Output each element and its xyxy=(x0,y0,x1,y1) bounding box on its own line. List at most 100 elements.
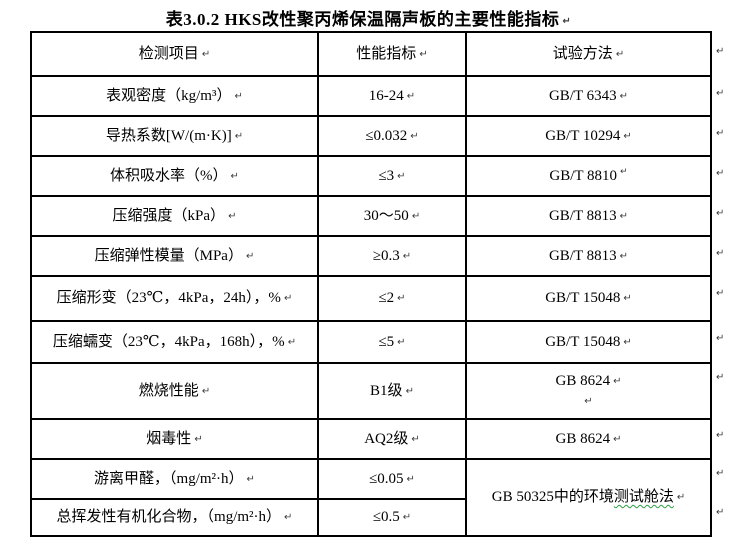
method-text-spellcheck: 测试舱法 xyxy=(613,489,674,506)
paragraph-mark: ↵ xyxy=(397,336,406,348)
table-title: 表3.0.2 HKS改性聚丙烯保温隔声板的主要性能指标 ↵ xyxy=(0,5,737,30)
value-cell: ≥0.3 ↵ xyxy=(317,235,467,277)
table-row: 燃烧性能 ↵ B1级 ↵ GB 8624 ↵ ↵ xyxy=(30,362,712,420)
paragraph-mark: ↵ xyxy=(411,433,420,445)
value-text: ≤0.5 xyxy=(372,509,400,526)
paragraph-mark: ↵ xyxy=(245,250,255,262)
header-method-label: 试验方法 xyxy=(552,45,613,62)
row-end-mark: ↵ xyxy=(716,333,725,344)
item-text: 导热系数[W/(m·K)] xyxy=(105,127,232,144)
paragraph-mark: ↵ xyxy=(562,16,572,27)
method-text: GB 8624 xyxy=(555,373,611,390)
method-cell: GB/T 6343 ↵ xyxy=(465,75,712,117)
row-end-mark: ↵ xyxy=(716,372,725,383)
row-end-mark: ↵ xyxy=(716,468,725,479)
table-row: 导热系数[W/(m·K)] ↵ ≤0.032 ↵ GB/T 10294 ↵ xyxy=(30,115,712,157)
paragraph-mark: ↵ xyxy=(619,90,629,102)
item-cell: 导热系数[W/(m·K)] ↵ xyxy=(30,115,319,157)
paragraph-mark: ↵ xyxy=(676,492,686,504)
table-row: 体积吸水率（%） ↵ ≤3 ↵ GB/T 8810 ↵ xyxy=(30,155,712,197)
value-cell: ≤2 ↵ xyxy=(317,275,467,322)
item-cell: 压缩弹性模量（MPa） ↵ xyxy=(30,235,319,277)
item-text: 压缩蠕变（23℃，4kPa，168h），% xyxy=(52,333,285,350)
value-cell: B1级 ↵ xyxy=(317,362,467,420)
row-end-mark: ↵ xyxy=(716,46,725,57)
paragraph-mark: ↵ xyxy=(228,210,237,222)
value-text: AQ2级 xyxy=(364,430,409,447)
paragraph-mark: ↵ xyxy=(620,166,628,177)
table-row: 压缩蠕变（23℃，4kPa，168h），% ↵ ≤5 ↵ GB/T 15048 ↵ xyxy=(30,320,712,364)
method-cell: GB 8624 ↵ xyxy=(465,418,712,460)
row-end-mark: ↵ xyxy=(716,88,725,99)
method-text: GB 50325中的环境 xyxy=(491,489,614,506)
paragraph-mark: ↵ xyxy=(234,90,243,102)
item-text: 压缩形变（23℃，4kPa，24h），% xyxy=(56,290,281,307)
paragraph-mark: ↵ xyxy=(397,170,406,182)
performance-table: 检测项目 ↵ 性能指标 ↵ 试验方法 ↵ 表观密度（kg/m³） ↵ 16-24 ↵ GB… xyxy=(30,31,712,537)
value-cell: ≤0.5 ↵ xyxy=(317,498,467,537)
method-cell-merged: GB 50325中的环境测试舱法 ↵ xyxy=(465,458,712,537)
value-cell: ≤5 ↵ xyxy=(317,320,467,364)
paragraph-mark: ↵ xyxy=(201,385,211,397)
paragraph-mark: ↵ xyxy=(284,512,293,524)
method-cell: GB/T 10294 ↵ xyxy=(465,115,712,157)
method-cell: GB/T 8813 ↵ xyxy=(465,195,712,237)
paragraph-mark: ↵ xyxy=(411,210,421,222)
paragraph-mark: ↵ xyxy=(402,250,412,262)
method-cell: GB 8624 ↵ ↵ xyxy=(465,362,712,420)
item-cell: 压缩形变（23℃，4kPa，24h），% ↵ xyxy=(30,275,319,322)
method-text: GB/T 8810 xyxy=(549,167,618,184)
item-cell: 表观密度（kg/m³） ↵ xyxy=(30,75,319,117)
paragraph-mark: ↵ xyxy=(234,130,244,142)
value-cell: 30～50 ↵ xyxy=(317,195,467,237)
table-row: 游离甲醛，（mg/m²·h） ↵ ≤0.05 ↵ GB 50325中的环境测试舱法 ↵ xyxy=(30,458,712,537)
method-cell: GB/T 8810 ↵ xyxy=(465,155,712,197)
value-cell: AQ2级 ↵ xyxy=(317,418,467,460)
value-cell: ≤0.05 ↵ xyxy=(317,458,467,500)
table-row: 压缩强度（kPa） ↵ 30～50 ↵ GB/T 8813 ↵ xyxy=(30,195,712,237)
item-cell: 压缩强度（kPa） ↵ xyxy=(30,195,319,237)
value-text: 30～50 xyxy=(363,207,409,224)
paragraph-mark: ↵ xyxy=(613,376,622,388)
row-end-mark: ↵ xyxy=(716,288,725,299)
item-cell: 总挥发性有机化合物，（mg/m²·h） ↵ xyxy=(30,498,319,537)
row-end-mark: ↵ xyxy=(716,430,725,441)
value-text: ≥0.3 xyxy=(372,247,400,264)
header-value-cell: 性能指标 ↵ xyxy=(317,31,467,77)
header-item-cell: 检测项目 ↵ xyxy=(30,31,319,77)
paragraph-mark: ↵ xyxy=(623,336,632,348)
method-cell: GB/T 15048 ↵ xyxy=(465,320,712,364)
paragraph-mark: ↵ xyxy=(405,385,414,397)
value-text: ≤0.032 xyxy=(365,127,408,144)
paragraph-mark: ↵ xyxy=(397,293,406,305)
paragraph-mark: ↵ xyxy=(194,433,203,445)
method-cell: GB/T 15048 ↵ xyxy=(465,275,712,322)
value-text: 16-24 xyxy=(368,87,404,104)
paragraph-mark: ↵ xyxy=(230,170,239,182)
paragraph-mark: ↵ xyxy=(406,473,415,485)
item-cell: 体积吸水率（%） ↵ xyxy=(30,155,319,197)
table-row: 压缩形变（23℃，4kPa，24h），% ↵ ≤2 ↵ GB/T 15048 ↵ xyxy=(30,275,712,322)
value-cell: 16-24 ↵ xyxy=(317,75,467,117)
value-text: B1级 xyxy=(370,382,403,399)
paragraph-mark: ↵ xyxy=(201,48,211,60)
value-text: ≤3 xyxy=(378,167,395,184)
item-cell: 燃烧性能 ↵ xyxy=(30,362,319,420)
table-row: 表观密度（kg/m³） ↵ 16-24 ↵ GB/T 6343 ↵ xyxy=(30,75,712,117)
paragraph-mark: ↵ xyxy=(283,293,293,305)
paragraph-mark: ↵ xyxy=(623,293,632,305)
header-row: 检测项目 ↵ 性能指标 ↵ 试验方法 ↵ xyxy=(30,31,712,77)
table-row: 压缩弹性模量（MPa） ↵ ≥0.3 ↵ GB/T 8813 ↵ xyxy=(30,235,712,277)
paragraph-mark: ↵ xyxy=(419,48,428,60)
table-row: 总挥发性有机化合物，（mg/m²·h） ↵ ≤0.5 ↵ xyxy=(30,498,711,537)
row-end-mark: ↵ xyxy=(716,248,725,259)
paragraph-mark: ↵ xyxy=(584,396,593,408)
item-cell: 游离甲醛，（mg/m²·h） ↵ xyxy=(30,458,319,500)
row-end-mark: ↵ xyxy=(716,507,725,518)
item-text: 燃烧性能 xyxy=(138,382,199,399)
item-text: 烟毒性 xyxy=(146,430,192,447)
method-cell: GB/T 8813 ↵ xyxy=(465,235,712,277)
item-cell: 压缩蠕变（23℃，4kPa，168h），% ↵ xyxy=(30,320,319,364)
method-text: GB/T 8813 xyxy=(548,247,617,264)
item-cell: 烟毒性 ↵ xyxy=(30,418,319,460)
